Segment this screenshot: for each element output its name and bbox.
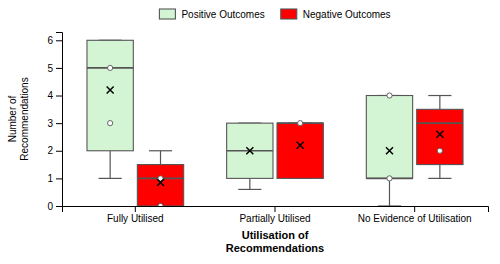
mean-marker — [246, 147, 253, 154]
x-tick: No Evidence of Utilisation — [358, 206, 472, 224]
text-line: Number of — [7, 95, 18, 142]
cap-low — [238, 189, 261, 190]
box-body — [417, 109, 463, 164]
mean-marker — [386, 147, 393, 154]
median — [417, 122, 463, 124]
y-axis-line — [56, 33, 63, 207]
y-tick: 3 — [47, 118, 62, 129]
box-series — [87, 40, 413, 206]
box-body — [227, 123, 273, 178]
whisker-low — [439, 165, 440, 179]
y-tick-mark — [56, 151, 62, 152]
legend-label: Positive Outcomes — [181, 9, 264, 20]
x-axis-line — [63, 207, 489, 213]
x-tick-mark — [414, 206, 415, 212]
cap-high — [428, 95, 451, 96]
y-axis: 0 1 2 3 4 5 6 — [47, 33, 62, 212]
y-tick-label: 4 — [47, 90, 53, 101]
y-tick-label: 3 — [47, 118, 53, 129]
mean-marker — [107, 87, 114, 94]
flier — [298, 121, 303, 126]
y-tick: 4 — [47, 90, 62, 101]
x-tick-label: Fully Utilised — [107, 213, 164, 224]
legend-label: Negative Outcomes — [303, 9, 391, 20]
cap-low — [378, 205, 401, 206]
x-tick-mark — [135, 206, 136, 212]
y-tick-label: 2 — [47, 145, 53, 156]
box-body — [87, 40, 133, 150]
y-tick: 6 — [47, 35, 62, 46]
cap-high — [149, 150, 172, 151]
x-tick-label: Partially Utilised — [239, 213, 310, 224]
box — [366, 93, 412, 206]
whisker-high — [439, 96, 440, 110]
box-body — [366, 96, 412, 179]
chart: 0 1 2 3 4 5 6 Fully Utilised Partially Utilised N… — [0, 0, 500, 264]
y-tick: 5 — [47, 63, 62, 74]
cap-low — [428, 178, 451, 179]
cap-low — [99, 178, 122, 179]
whisker-low — [110, 151, 111, 179]
y-tick: 1 — [47, 173, 62, 184]
y-tick-label: 6 — [47, 35, 53, 46]
y-tick: 2 — [47, 145, 62, 156]
box-body — [137, 165, 183, 206]
text-line: Recommendations — [19, 77, 30, 160]
mean-marker — [297, 142, 304, 149]
y-axis-title: Number ofRecommendations — [7, 77, 30, 160]
flier — [108, 65, 113, 70]
x-axis-title: Utilisation ofRecommendations — [226, 229, 324, 254]
x-tick-label: No Evidence of Utilisation — [358, 213, 472, 224]
mean-marker — [436, 131, 443, 138]
box — [137, 151, 183, 206]
whisker-low — [389, 178, 390, 206]
mean-marker — [157, 179, 164, 186]
flier — [158, 203, 163, 206]
y-tick-mark — [56, 96, 62, 97]
legend: Positive Outcomes Negative Outcomes — [159, 9, 390, 20]
legend-swatch — [159, 9, 175, 19]
box — [87, 40, 133, 178]
y-tick-mark — [56, 40, 62, 41]
box — [277, 121, 323, 179]
legend-item: Positive Outcomes — [159, 9, 264, 20]
x-axis: Fully Utilised Partially Utilised No Evide… — [63, 206, 489, 224]
y-tick-mark — [56, 68, 62, 69]
y-tick: 0 — [47, 201, 62, 212]
whisker-low — [249, 178, 250, 189]
box — [227, 123, 273, 189]
x-tick: Fully Utilised — [107, 206, 164, 224]
flier — [437, 148, 442, 153]
flier — [387, 93, 392, 98]
flier — [108, 121, 113, 126]
flier — [387, 176, 392, 181]
legend-swatch — [281, 9, 297, 19]
box-body — [277, 123, 323, 178]
y-tick-label: 5 — [47, 63, 53, 74]
x-tick: Partially Utilised — [239, 206, 310, 224]
text-line: Recommendations — [226, 242, 324, 254]
y-tick-label: 1 — [47, 173, 53, 184]
text-line: Utilisation of — [242, 229, 309, 241]
whisker-high — [160, 151, 161, 165]
boxes — [87, 40, 463, 206]
y-tick-label: 0 — [47, 201, 53, 212]
legend-item: Negative Outcomes — [281, 9, 391, 20]
y-tick-mark — [56, 178, 62, 179]
y-tick-mark — [56, 123, 62, 124]
box — [417, 96, 463, 179]
y-tick-mark — [56, 206, 62, 207]
box-series — [137, 96, 463, 206]
x-tick-mark — [275, 206, 276, 212]
plot: 0 1 2 3 4 5 6 Fully Utilised Partially Utilised N… — [47, 33, 488, 225]
